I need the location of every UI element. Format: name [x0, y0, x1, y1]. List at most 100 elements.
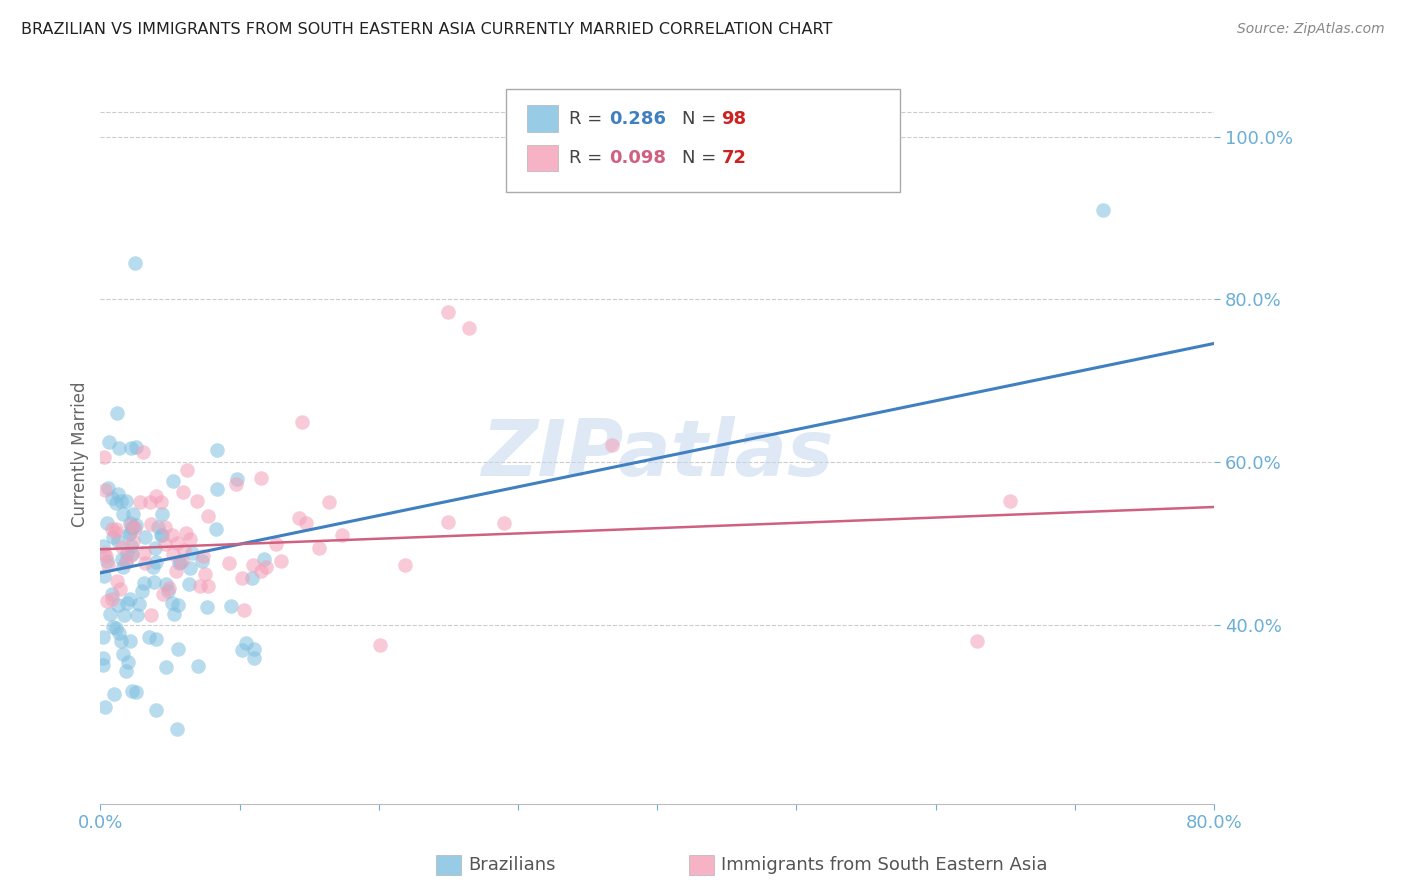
- Point: [155, 660, 177, 674]
- Point: [291, 415, 314, 429]
- Point: [93, 546, 115, 560]
- Text: R =: R =: [569, 149, 609, 167]
- Point: [163, 607, 186, 621]
- Point: [288, 511, 311, 525]
- Point: [231, 643, 253, 657]
- Point: [225, 472, 247, 486]
- Text: 0.286: 0.286: [609, 110, 666, 128]
- Point: [101, 587, 124, 601]
- Text: R =: R =: [569, 110, 609, 128]
- Point: [160, 596, 183, 610]
- Point: [149, 495, 172, 509]
- Point: [115, 596, 138, 610]
- Point: [129, 494, 152, 508]
- Point: [121, 507, 143, 521]
- Point: [177, 577, 200, 591]
- Point: [150, 507, 173, 521]
- Point: [115, 664, 138, 678]
- Point: [167, 598, 190, 612]
- Point: [153, 519, 176, 533]
- Point: [266, 537, 288, 551]
- Point: [131, 584, 153, 599]
- Text: Source: ZipAtlas.com: Source: ZipAtlas.com: [1237, 22, 1385, 37]
- Point: [121, 521, 143, 535]
- Point: [110, 540, 132, 554]
- Point: [100, 491, 122, 505]
- Point: [112, 647, 135, 661]
- Point: [156, 583, 179, 598]
- Point: [250, 564, 273, 578]
- Point: [167, 641, 190, 656]
- Point: [240, 571, 263, 585]
- Text: N =: N =: [682, 149, 721, 167]
- Point: [110, 634, 132, 648]
- Point: [167, 556, 190, 570]
- Point: [169, 555, 191, 569]
- Point: [125, 607, 148, 622]
- Point: [120, 539, 142, 553]
- Text: BRAZILIAN VS IMMIGRANTS FROM SOUTH EASTERN ASIA CURRENTLY MARRIED CORRELATION CH: BRAZILIAN VS IMMIGRANTS FROM SOUTH EASTE…: [21, 22, 832, 37]
- Point: [966, 634, 988, 648]
- Point: [103, 620, 125, 634]
- Point: [108, 582, 131, 596]
- Point: [105, 621, 128, 635]
- Point: [437, 304, 460, 318]
- Point: [94, 549, 117, 564]
- Point: [122, 533, 145, 548]
- Point: [242, 558, 264, 573]
- Point: [232, 603, 254, 617]
- Point: [187, 658, 209, 673]
- Point: [155, 536, 177, 550]
- Point: [155, 577, 177, 591]
- Point: [188, 579, 211, 593]
- Point: [120, 549, 142, 563]
- Point: [162, 547, 184, 561]
- Point: [294, 516, 316, 530]
- Point: [205, 443, 228, 458]
- Point: [308, 541, 330, 555]
- Point: [105, 406, 128, 420]
- Point: [97, 558, 120, 572]
- Point: [96, 553, 118, 567]
- Point: [94, 700, 117, 714]
- Text: 98: 98: [721, 110, 747, 128]
- Point: [110, 552, 132, 566]
- Point: [160, 528, 183, 542]
- Point: [181, 546, 204, 560]
- Point: [134, 556, 156, 570]
- Point: [101, 530, 124, 544]
- Point: [120, 517, 142, 532]
- Point: [162, 474, 184, 488]
- Point: [141, 517, 163, 532]
- Point: [1091, 202, 1114, 217]
- Point: [165, 564, 187, 578]
- Point: [125, 685, 148, 699]
- Point: [117, 655, 139, 669]
- Point: [98, 607, 121, 621]
- Point: [125, 440, 148, 454]
- Point: [998, 494, 1021, 508]
- Point: [145, 703, 167, 717]
- Point: [125, 518, 148, 533]
- Point: [111, 559, 134, 574]
- Point: [368, 638, 391, 652]
- Point: [195, 600, 218, 615]
- Point: [91, 631, 114, 645]
- Point: [117, 546, 139, 560]
- Point: [107, 486, 129, 500]
- Point: [218, 556, 240, 570]
- Point: [110, 493, 132, 508]
- Point: [166, 722, 188, 736]
- Point: [138, 631, 160, 645]
- Point: [132, 546, 155, 560]
- Point: [115, 554, 138, 568]
- Point: [128, 597, 150, 611]
- Point: [145, 555, 167, 569]
- Point: [103, 687, 125, 701]
- Point: [111, 507, 134, 521]
- Point: [173, 543, 195, 558]
- Point: [242, 650, 264, 665]
- Point: [139, 608, 162, 623]
- Point: [121, 683, 143, 698]
- Point: [253, 551, 276, 566]
